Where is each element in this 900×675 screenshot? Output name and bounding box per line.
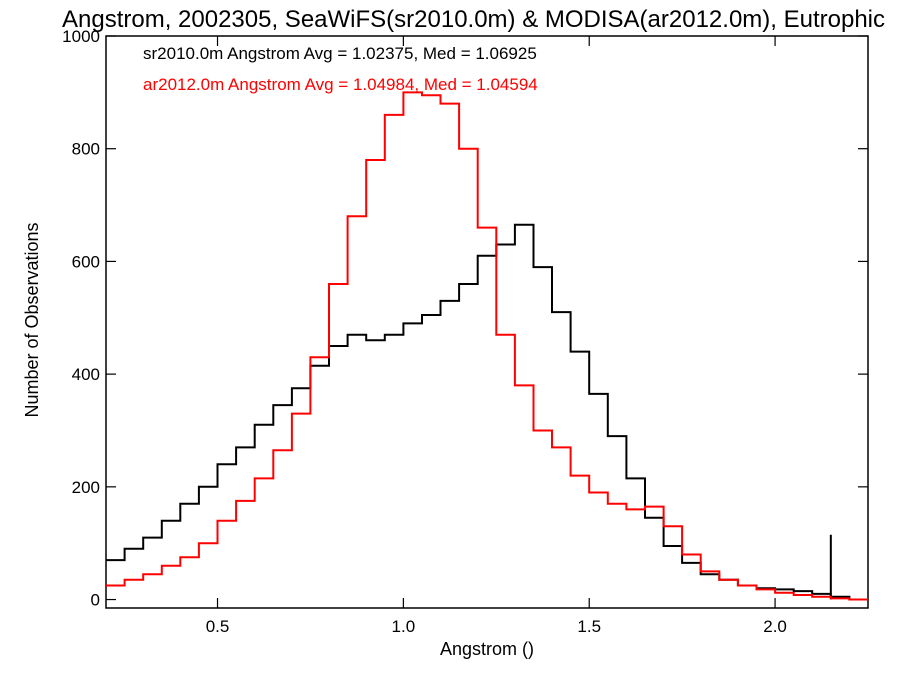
y-tick-label-5: 1000 [62, 27, 100, 46]
x-tick-label-3: 2.0 [763, 617, 787, 636]
series-line-sr2010.0m [106, 223, 868, 601]
x-tick-label-2: 1.5 [577, 617, 601, 636]
x-tick-label-1: 1.0 [392, 617, 416, 636]
plot-frame [105, 35, 869, 609]
y-tick-label-4: 800 [72, 140, 100, 159]
legend-entry-sr2010: sr2010.0m Angstrom Avg = 1.02375, Med = … [143, 44, 537, 63]
y-tick-label-0: 0 [91, 591, 100, 610]
legend-entry-ar2012: ar2012.0m Angstrom Avg = 1.04984, Med = … [143, 75, 538, 94]
series-line-ar2012.0m [106, 91, 868, 601]
series-layer [106, 91, 868, 601]
y-tick-label-3: 600 [72, 252, 100, 271]
y-tick-label-1: 200 [72, 478, 100, 497]
x-tick-label-0: 0.5 [206, 617, 230, 636]
y-tick-label-2: 400 [72, 365, 100, 384]
x-axis-label: Angstrom () [440, 639, 534, 659]
y-axis-label: Number of Observations [22, 222, 42, 417]
chart-title: Angstrom, 2002305, SeaWiFS(sr2010.0m) & … [62, 6, 885, 33]
axis-ticks: 0.5 1.0 1.5 2.0 0 200 400 600 800 1000 [62, 27, 868, 636]
